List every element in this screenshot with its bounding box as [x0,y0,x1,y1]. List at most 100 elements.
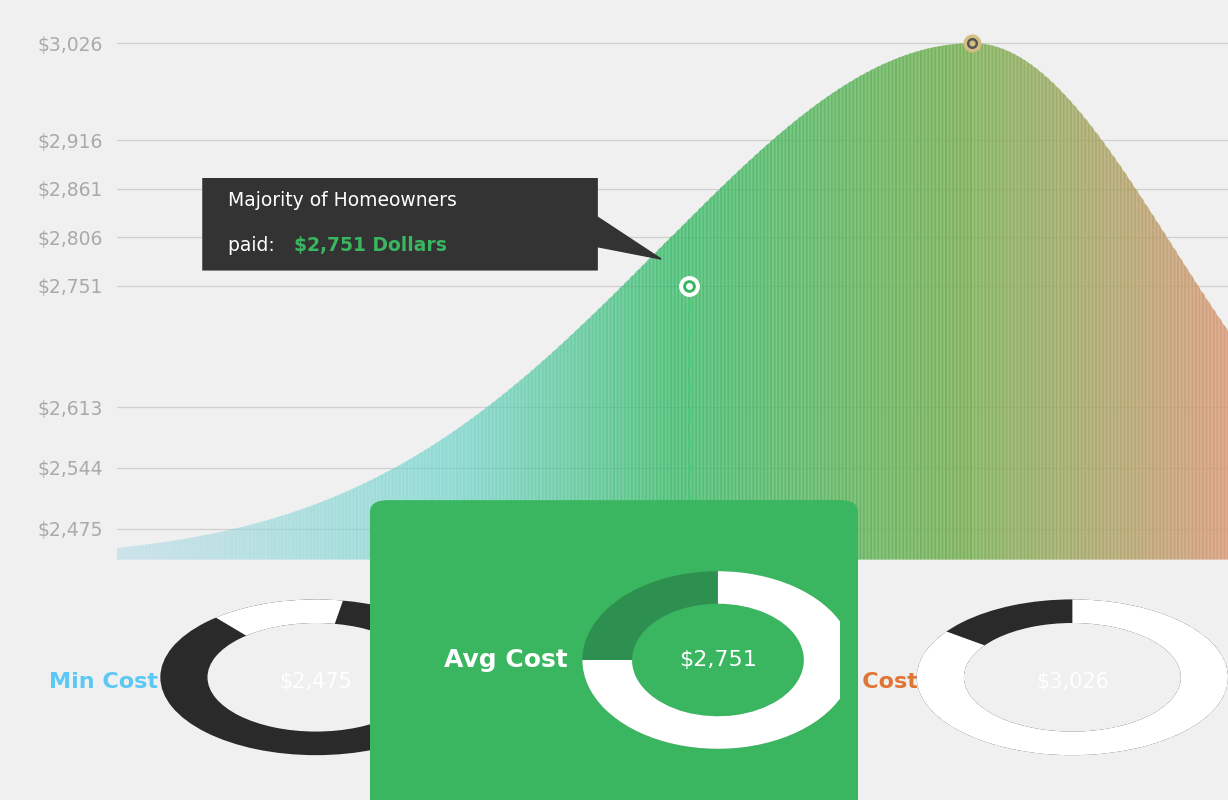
Polygon shape [727,181,728,559]
Polygon shape [876,67,877,559]
Polygon shape [129,546,130,559]
Polygon shape [1077,107,1078,559]
Polygon shape [960,43,962,559]
Polygon shape [932,47,933,559]
Polygon shape [377,477,378,559]
Polygon shape [1092,126,1093,559]
Polygon shape [468,420,469,559]
Polygon shape [348,490,349,559]
Polygon shape [540,362,542,559]
Polygon shape [489,405,490,559]
Polygon shape [1147,206,1149,559]
Polygon shape [1226,326,1227,559]
Polygon shape [702,203,705,559]
Polygon shape [268,519,269,559]
Polygon shape [375,478,377,559]
Polygon shape [600,306,602,559]
Polygon shape [488,406,489,559]
Polygon shape [289,513,290,559]
Polygon shape [298,510,300,559]
Polygon shape [567,338,569,559]
Polygon shape [233,529,235,559]
Polygon shape [561,343,562,559]
Polygon shape [421,452,422,559]
Polygon shape [582,324,583,559]
Polygon shape [1052,82,1055,559]
Polygon shape [119,547,120,559]
Polygon shape [1056,86,1057,559]
Polygon shape [685,222,686,559]
Text: Avg Cost: Avg Cost [443,648,567,672]
Polygon shape [276,517,278,559]
Polygon shape [1130,179,1131,559]
Polygon shape [193,537,194,559]
Polygon shape [244,526,246,559]
Polygon shape [284,514,285,559]
Polygon shape [236,528,237,559]
Polygon shape [949,45,950,559]
Polygon shape [1057,87,1059,559]
Polygon shape [986,44,987,559]
Polygon shape [1175,250,1176,559]
Polygon shape [362,483,363,559]
Polygon shape [764,146,765,559]
Polygon shape [500,396,501,559]
Polygon shape [721,186,722,559]
Text: $2,751: $2,751 [679,650,756,670]
Polygon shape [935,47,936,559]
Polygon shape [1186,267,1187,559]
Polygon shape [943,46,944,559]
Polygon shape [220,532,221,559]
Polygon shape [732,175,733,559]
Polygon shape [438,441,441,559]
Polygon shape [420,453,421,559]
Polygon shape [241,527,242,559]
Polygon shape [575,330,576,559]
Polygon shape [695,212,696,559]
Polygon shape [221,531,222,559]
Polygon shape [1073,105,1076,559]
Polygon shape [126,546,128,559]
Polygon shape [919,51,920,559]
Polygon shape [1133,186,1135,559]
Polygon shape [974,43,975,559]
Polygon shape [476,414,478,559]
Polygon shape [231,530,232,559]
Polygon shape [182,539,183,559]
Polygon shape [829,94,830,559]
Polygon shape [1157,222,1158,559]
Polygon shape [356,486,357,559]
Polygon shape [266,520,268,559]
Polygon shape [1044,74,1045,559]
Polygon shape [296,510,297,559]
Polygon shape [335,496,336,559]
Polygon shape [667,240,668,559]
Polygon shape [169,541,171,559]
Polygon shape [691,214,693,559]
Polygon shape [885,63,887,559]
Polygon shape [308,506,309,559]
Polygon shape [782,130,783,559]
Polygon shape [807,111,808,559]
Polygon shape [533,368,535,559]
Polygon shape [923,50,925,559]
Polygon shape [247,526,248,559]
Polygon shape [301,509,303,559]
Polygon shape [639,268,640,559]
Polygon shape [623,285,624,559]
Polygon shape [698,209,699,559]
Polygon shape [1060,90,1061,559]
Polygon shape [1200,290,1202,559]
Polygon shape [840,87,842,559]
Polygon shape [146,544,147,559]
Polygon shape [264,521,265,559]
Polygon shape [400,464,402,559]
Polygon shape [1136,190,1137,559]
Polygon shape [1132,182,1133,559]
Polygon shape [822,100,823,559]
Polygon shape [341,493,343,559]
Polygon shape [350,489,351,559]
Polygon shape [209,534,210,559]
Polygon shape [138,546,139,559]
Polygon shape [993,46,995,559]
